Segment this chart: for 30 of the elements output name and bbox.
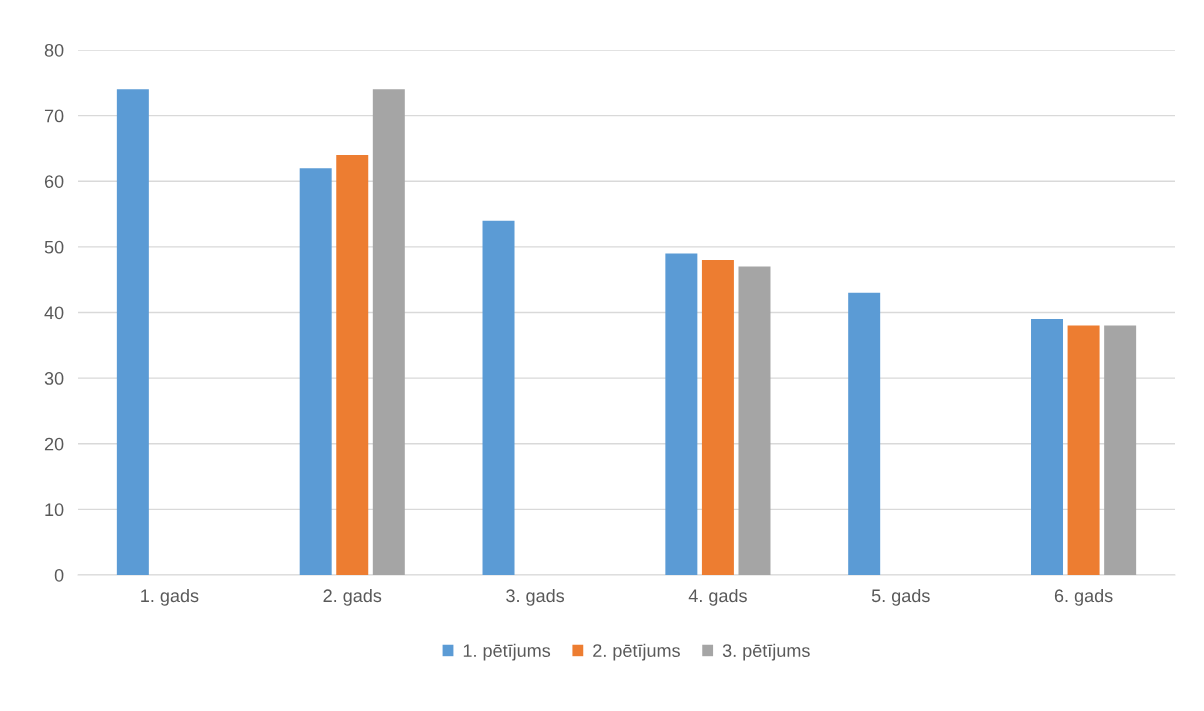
bar — [299, 168, 332, 575]
y-tick-label: 0 — [54, 568, 64, 582]
bar — [848, 292, 881, 575]
x-tick-label: 4. gads — [688, 588, 747, 606]
bar — [1031, 319, 1064, 575]
y-tick-label: 80 — [44, 43, 64, 57]
bar — [1104, 325, 1137, 575]
legend-label: 3. pētījums — [722, 643, 810, 661]
bar — [482, 220, 515, 575]
y-tick-label: 30 — [44, 372, 64, 385]
y-tick-label: 60 — [44, 175, 64, 188]
bar — [1067, 325, 1100, 575]
legend-label: 2. pētījums — [593, 643, 680, 661]
y-tick-label: 40 — [44, 306, 64, 320]
y-tick-label: 70 — [44, 109, 64, 123]
bar — [116, 89, 149, 575]
x-tick-label: 3. gads — [506, 588, 565, 606]
bar — [701, 260, 734, 575]
bar — [336, 155, 369, 575]
y-tick-label: 10 — [45, 503, 64, 517]
legend-label: 1. pētījums — [463, 643, 551, 661]
x-tick-label: 2. gads — [323, 588, 382, 606]
bar — [372, 89, 405, 575]
x-tick-label: 1. gads — [141, 588, 199, 606]
y-tick-label: 50 — [44, 240, 64, 254]
y-tick-label: 20 — [44, 437, 64, 451]
x-tick-label: 6. gads — [1054, 588, 1113, 606]
bar — [738, 266, 771, 575]
bar — [665, 253, 698, 575]
x-tick-label: 5. gads — [871, 588, 930, 606]
